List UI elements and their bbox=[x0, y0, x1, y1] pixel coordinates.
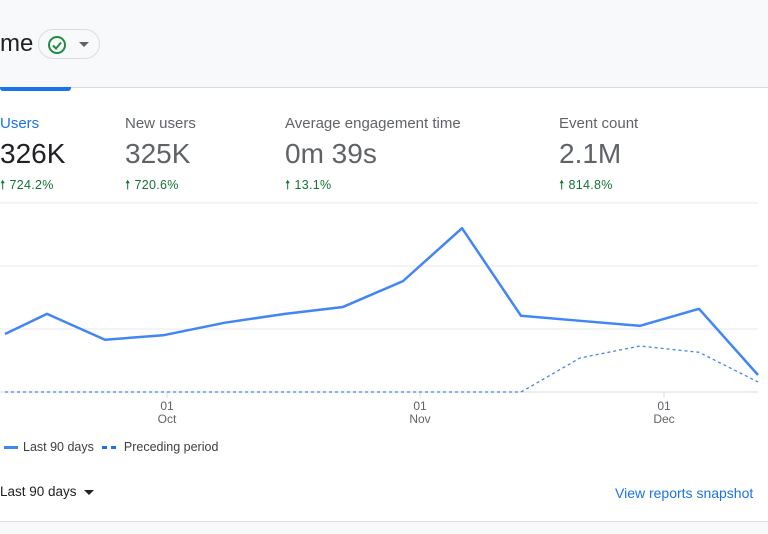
legend-dashed-swatch bbox=[101, 445, 118, 449]
metric-users[interactable]: Users 326K 🠕 724.2% bbox=[0, 115, 65, 197]
metric-change: 🠕 13.1% bbox=[285, 176, 461, 197]
chevron-down-icon bbox=[79, 42, 89, 47]
x-tick-month: Nov bbox=[409, 412, 430, 426]
footer-bar bbox=[0, 521, 768, 534]
arrow-up-icon: 🠕 bbox=[559, 178, 565, 192]
metric-change-value: 13.1% bbox=[294, 178, 332, 192]
metric-label: Event count bbox=[559, 115, 639, 132]
legend-current: Last 90 days bbox=[23, 440, 94, 454]
x-tick-month: Oct bbox=[158, 412, 177, 426]
page-title: me bbox=[0, 30, 34, 57]
arrow-up-icon: 🠕 bbox=[125, 178, 131, 192]
legend-solid-swatch bbox=[4, 445, 18, 449]
metric-label: Users bbox=[0, 115, 40, 132]
metric-change: 🠕 720.6% bbox=[125, 176, 196, 197]
metric-engagement-time[interactable]: Average engagement time 0m 39s 🠕 13.1% bbox=[285, 115, 461, 197]
metric-event-count[interactable]: Event count 2.1M 🠕 814.8% bbox=[559, 115, 638, 197]
chart-legend: Last 90 days Preceding period bbox=[4, 440, 218, 454]
x-tick-day: 01 bbox=[413, 399, 427, 413]
date-range-label: Last 90 days bbox=[0, 484, 77, 499]
metric-change: 🠕 724.2% bbox=[0, 176, 65, 197]
metric-value: 325K bbox=[125, 138, 191, 169]
legend-previous: Preceding period bbox=[123, 440, 219, 454]
metric-change: 🠕 814.8% bbox=[559, 176, 638, 197]
arrow-up-icon: 🠕 bbox=[285, 178, 291, 192]
view-reports-snapshot-link[interactable]: View reports snapshot bbox=[615, 485, 754, 501]
x-tick-month: Dec bbox=[653, 412, 674, 426]
x-tick-day: 01 bbox=[160, 399, 174, 413]
status-dropdown[interactable] bbox=[38, 29, 100, 59]
arrow-up-icon: 🠕 bbox=[0, 178, 6, 192]
active-tab-indicator bbox=[0, 87, 71, 91]
metric-value: 326K bbox=[0, 138, 66, 169]
header: me bbox=[0, 0, 768, 88]
metric-new-users[interactable]: New users 325K 🠕 720.6% bbox=[125, 115, 196, 197]
metric-label: Average engagement time bbox=[285, 115, 461, 132]
check-circle-icon bbox=[48, 36, 66, 54]
metric-change-value: 720.6% bbox=[134, 178, 179, 192]
series-preceding-period bbox=[5, 345, 759, 393]
metric-value: 2.1M bbox=[559, 138, 622, 169]
metric-label: New users bbox=[125, 115, 196, 132]
metric-change-value: 724.2% bbox=[9, 178, 54, 192]
x-tick-day: 01 bbox=[657, 399, 671, 413]
series-last-90-days bbox=[4, 226, 759, 376]
date-range-dropdown[interactable]: Last 90 days bbox=[0, 484, 94, 499]
metric-value: 0m 39s bbox=[285, 138, 377, 169]
caret-down-icon bbox=[83, 489, 94, 495]
metric-change-value: 814.8% bbox=[568, 178, 613, 192]
